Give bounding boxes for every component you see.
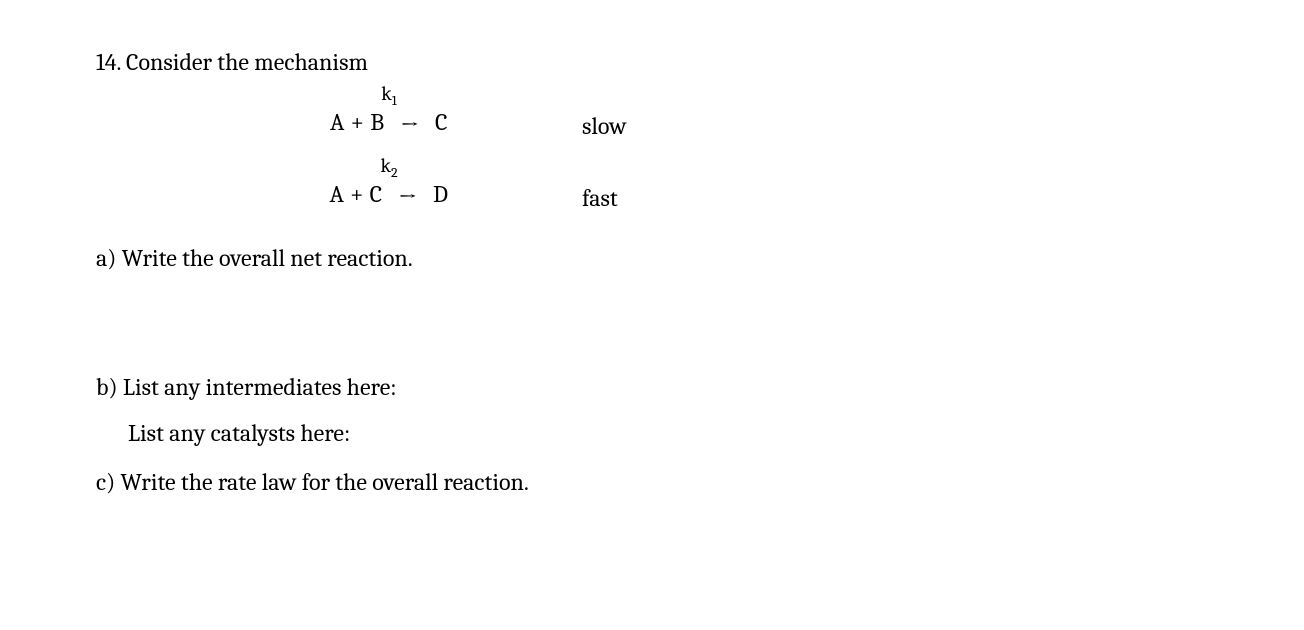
reaction-block: k1 A + B → C [274,84,504,141]
part-a: a) Write the overall net reaction. [96,242,1214,274]
mechanism-step-2: k2 A + C → D fast [96,156,1214,228]
reaction-block: k2 A + C → D [274,156,504,213]
arrow-icon: → [394,181,421,213]
reaction-equation: A + B → C [274,106,504,141]
answer-space-a [96,275,1214,371]
question-14: 14. Consider the mechanism k1 A + B → C … [0,0,1304,538]
mechanism-step-1: k1 A + B → C slow [96,84,1214,156]
reaction-equation: A + C → D [274,178,504,213]
question-number: 14. [96,48,121,76]
arrow-icon: → [396,109,423,141]
mechanism-block: k1 A + B → C slow k2 A + C → D fast [96,84,1214,228]
step-rate-label: slow [582,110,627,142]
part-b-catalysts: List any catalysts here: [96,417,1214,449]
question-parts: a) Write the overall net reaction. b) Li… [96,242,1214,498]
part-b-intermediates: b) List any intermediates here: [96,371,1214,403]
step-rate-label: fast [582,182,618,214]
rate-constant: k1 [274,84,504,104]
question-header: 14. Consider the mechanism [96,46,1214,78]
question-stem: Consider the mechanism [126,48,368,76]
part-c: c) Write the rate law for the overall re… [96,466,1214,498]
rate-constant: k2 [274,156,504,176]
